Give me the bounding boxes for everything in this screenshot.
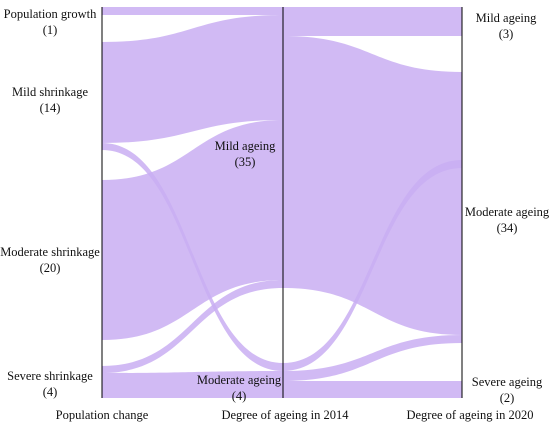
flow-mild-ageing-to-moderate-ageing xyxy=(283,36,462,335)
node-label-moderate-ageing-2014: Moderate ageing (4) xyxy=(196,373,282,403)
node-label-severe-ageing-2020: Severe ageing (2) xyxy=(471,375,543,405)
flow-severe-shrinkage-to-mild-ageing xyxy=(102,280,283,373)
flow-moderate-shrinkage-to-mild-ageing xyxy=(102,120,283,340)
node-label-moderate-ageing-2020: Moderate ageing (34) xyxy=(464,205,550,235)
axis-title-population-change: Population change xyxy=(55,408,149,422)
node-label-moderate-shrinkage: Moderate shrinkage (20) xyxy=(0,245,100,275)
axis-title-ageing-2014: Degree of ageing in 2014 xyxy=(221,408,349,422)
flow-population-growth-to-mild-ageing xyxy=(102,7,283,15)
flow-mild-ageing-to-mild-ageing xyxy=(283,7,462,36)
flow-moderate-ageing-to-severe-ageing xyxy=(283,381,462,398)
flow-severe-shrinkage-to-moderate-ageing xyxy=(102,371,283,398)
node-label-mild-shrinkage: Mild shrinkage (14) xyxy=(11,85,89,115)
node-label-mild-ageing-2020: Mild ageing (3) xyxy=(475,11,537,41)
node-label-mild-ageing-2014: Mild ageing (35) xyxy=(214,139,276,169)
flow-group xyxy=(102,7,462,398)
flow-moderate-ageing-to-moderate-ageing xyxy=(283,335,462,381)
axis-title-ageing-2020: Degree of ageing in 2020 xyxy=(406,408,534,422)
node-label-population-growth: Population growth (1) xyxy=(3,7,97,37)
node-label-severe-shrinkage: Severe shrinkage (4) xyxy=(7,369,93,399)
flow-mild-shrinkage-to-mild-ageing xyxy=(102,15,283,143)
flow-moderate-ageing-to-mild-ageing xyxy=(283,160,462,371)
